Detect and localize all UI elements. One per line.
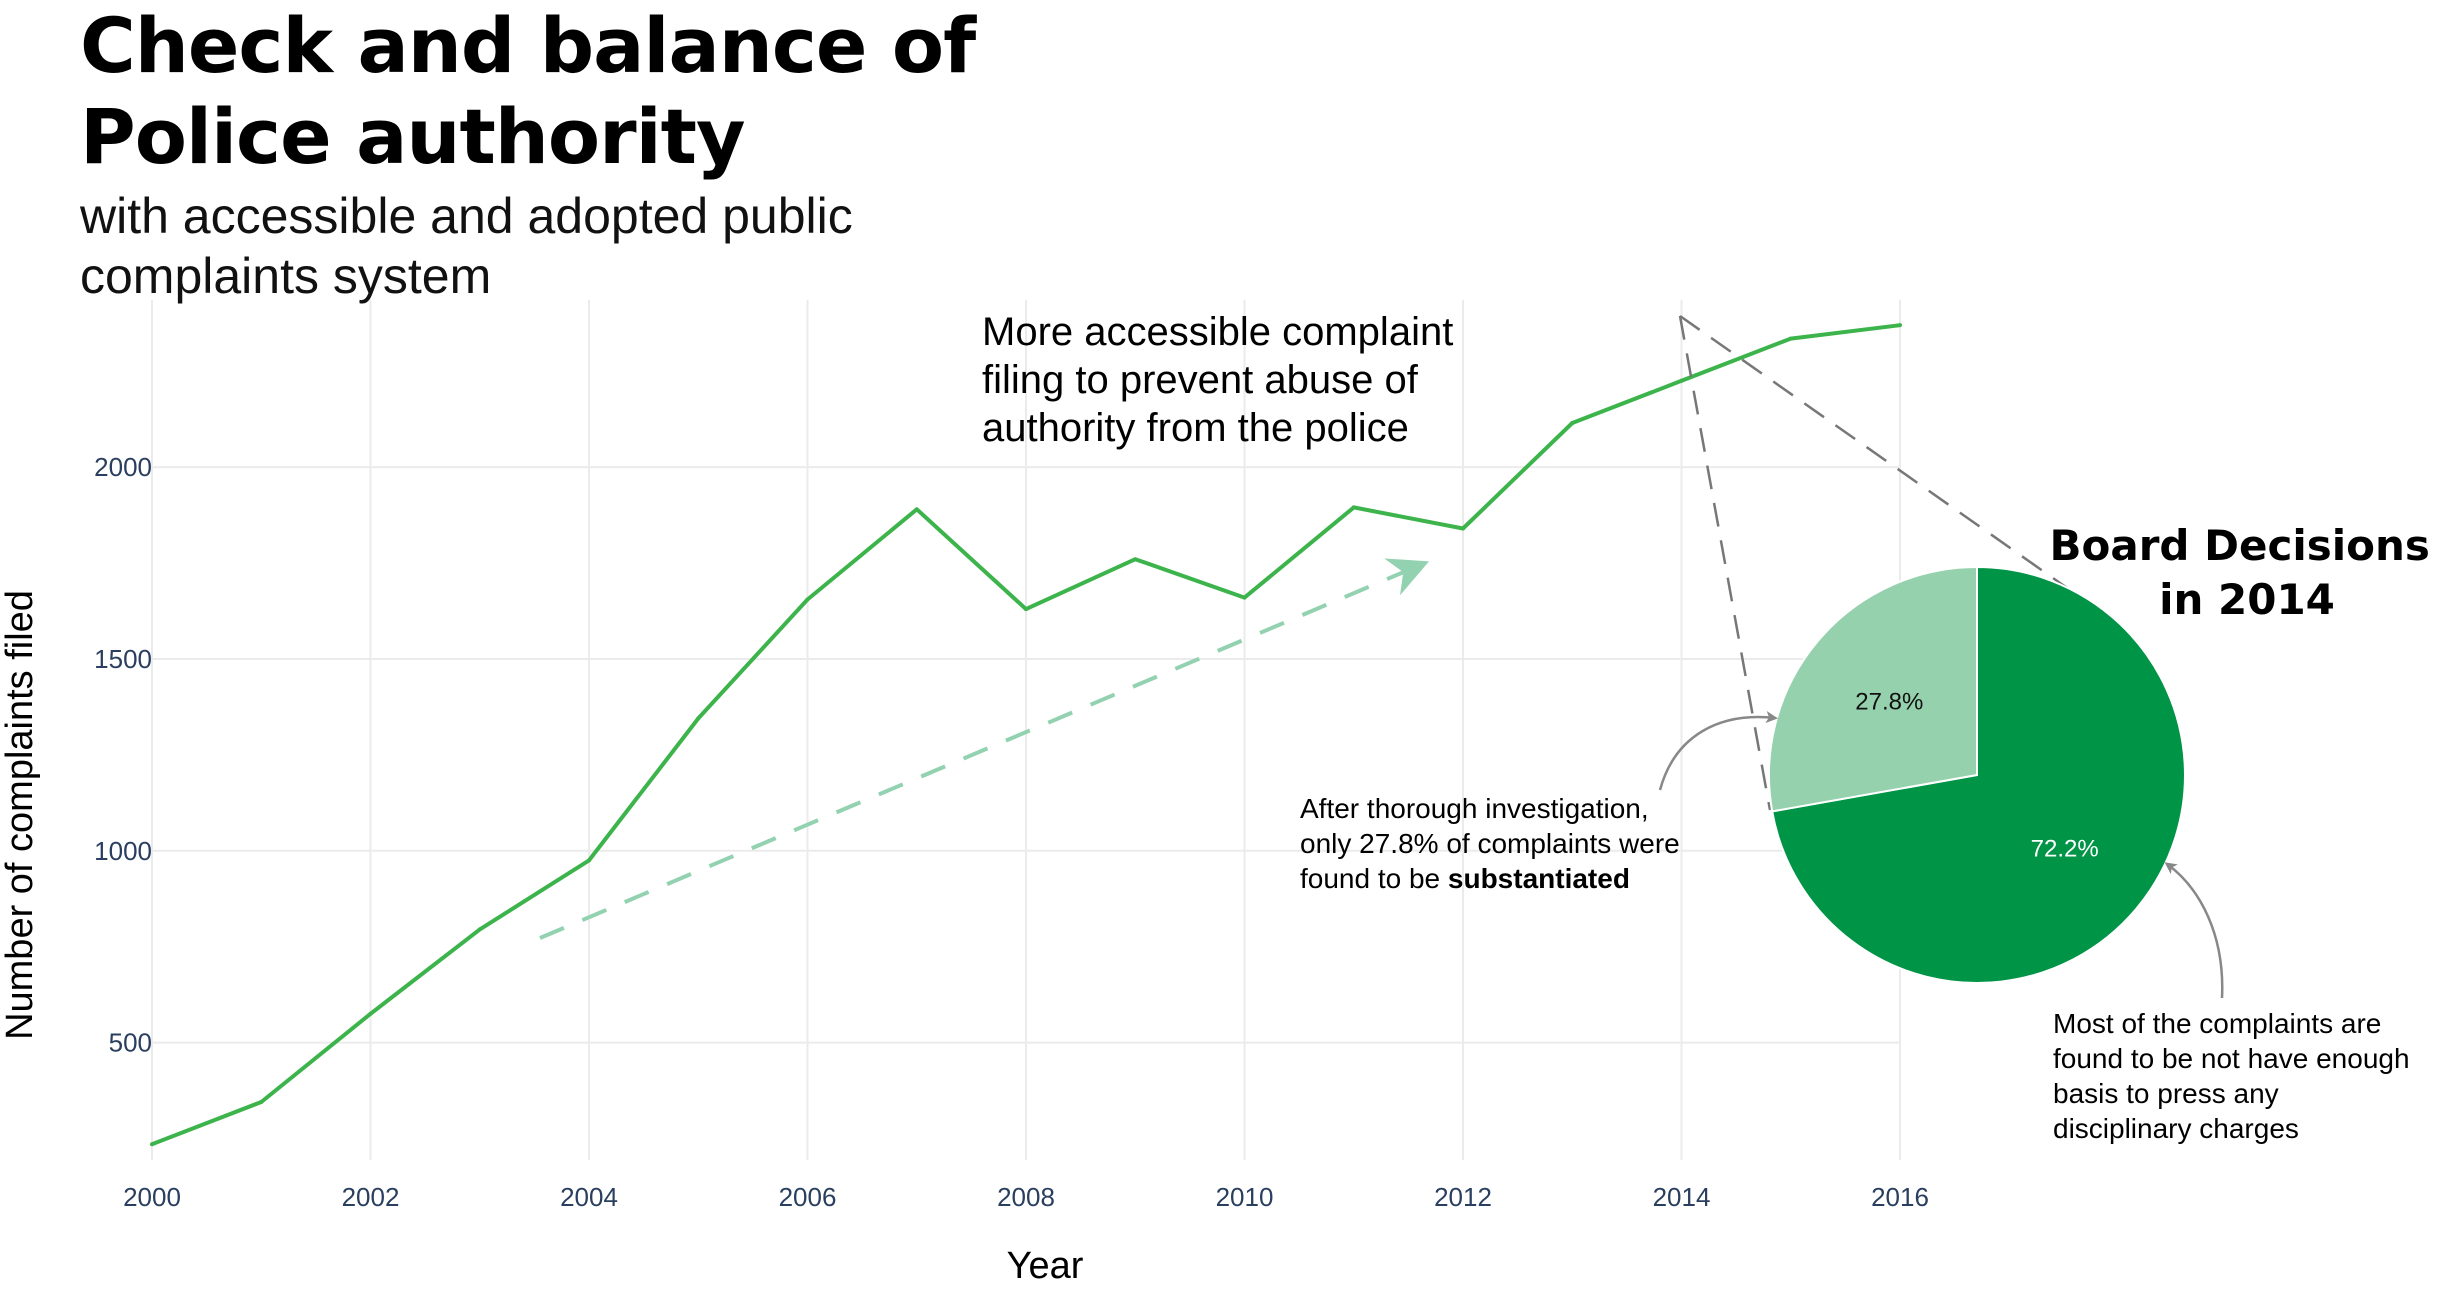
- x-tick-label: 2002: [342, 1182, 400, 1212]
- pie-chart: 72.2% 27.8%: [1767, 565, 2186, 984]
- x-tick-label: 2004: [560, 1182, 618, 1212]
- data-point: [805, 597, 810, 602]
- pie-slice-not-substantiated: [1771, 565, 2186, 984]
- x-tick-label: 2012: [1434, 1182, 1492, 1212]
- data-point: [477, 927, 482, 932]
- x-axis-ticks: 2000 2002 2004 2006 2008 2010 2012 2014 2016: [123, 1182, 1929, 1212]
- data-point: [1242, 595, 1247, 600]
- gridlines: [151, 300, 1901, 1160]
- pie-title-line-1: Board Decisions: [2049, 521, 2429, 570]
- x-tick-label: 2014: [1653, 1182, 1711, 1212]
- accessibility-annotation-line-1: More accessible complaint: [982, 310, 1453, 354]
- accessibility-annotation-line-3: authority from the police: [982, 406, 1409, 450]
- y-axis-ticks: 500 1000 1500 2000: [94, 452, 152, 1057]
- x-tick-label: 2000: [123, 1182, 181, 1212]
- not-substantiated-callout-arrow: [2164, 862, 2224, 999]
- zoom-connector-left: [1678, 315, 1772, 811]
- y-tick-label: 1000: [94, 836, 152, 866]
- not-substantiated-annotation: Most of the complaints are found to be n…: [2053, 1008, 2417, 1144]
- chart-title: Check and balance of Police authority: [80, 0, 976, 182]
- substantiated-annotation-line-3-prefix: found to be: [1300, 863, 1448, 894]
- chart-subtitle-line-1: with accessible and adopted public: [80, 188, 853, 244]
- not-substantiated-annotation-line-4: disciplinary charges: [2053, 1113, 2299, 1144]
- x-tick-label: 2006: [779, 1182, 837, 1212]
- x-tick-label: 2010: [1216, 1182, 1274, 1212]
- accessibility-annotation: More accessible complaint filing to prev…: [982, 310, 1464, 450]
- chart-subtitle: with accessible and adopted public compl…: [80, 186, 853, 306]
- substantiated-callout-arrow: [1658, 711, 1778, 791]
- data-point: [1679, 378, 1684, 383]
- zoom-connector-right: [1679, 314, 2071, 592]
- not-substantiated-annotation-line-3: basis to press any: [2053, 1078, 2279, 1109]
- chart-title-line-1: Check and balance of: [80, 1, 976, 90]
- data-point: [1570, 421, 1575, 426]
- trend-arrow: [539, 558, 1430, 940]
- chart-subtitle-line-2: complaints system: [80, 248, 492, 304]
- data-point: [587, 858, 591, 863]
- data-point: [696, 716, 701, 721]
- data-point: [1461, 526, 1465, 531]
- data-point: [368, 1011, 373, 1016]
- y-tick-label: 1500: [94, 644, 152, 674]
- accessibility-annotation-line-2: filing to prevent abuse of: [982, 358, 1419, 402]
- complaints-points: [150, 323, 1902, 1147]
- substantiated-annotation-line-1: After thorough investigation,: [1300, 793, 1649, 824]
- data-point: [1788, 336, 1793, 341]
- data-point: [259, 1100, 264, 1105]
- y-tick-label: 500: [109, 1028, 152, 1058]
- data-point: [1133, 557, 1138, 562]
- substantiated-annotation: After thorough investigation, only 27.8%…: [1300, 793, 1688, 894]
- pie-title: Board Decisions in 2014: [2049, 521, 2444, 624]
- chart-title-line-2: Police authority: [80, 92, 746, 181]
- not-substantiated-annotation-line-1: Most of the complaints are: [2053, 1008, 2381, 1039]
- data-point: [914, 507, 919, 512]
- substantiated-annotation-bold: substantiated: [1448, 863, 1630, 894]
- pie-title-line-2: in 2014: [2159, 575, 2335, 624]
- x-tick-label: 2008: [997, 1182, 1055, 1212]
- x-tick-label: 2016: [1871, 1182, 1929, 1212]
- not-substantiated-annotation-line-2: found to be not have enough: [2053, 1043, 2410, 1074]
- substantiated-annotation-line-2: only 27.8% of complaints were: [1300, 828, 1680, 859]
- data-point: [1351, 505, 1356, 510]
- y-tick-label: 2000: [94, 452, 152, 482]
- pie-slice-label: 72.2%: [2031, 835, 2099, 862]
- y-axis-title: Number of complaints filed: [0, 590, 41, 1040]
- data-point: [150, 1142, 154, 1147]
- pie-slice-label: 27.8%: [1855, 689, 1923, 716]
- data-point: [1024, 607, 1028, 612]
- x-axis-title: Year: [1007, 1245, 1084, 1287]
- data-point: [1898, 323, 1902, 328]
- pie-slice-substantiated: [1767, 565, 1978, 813]
